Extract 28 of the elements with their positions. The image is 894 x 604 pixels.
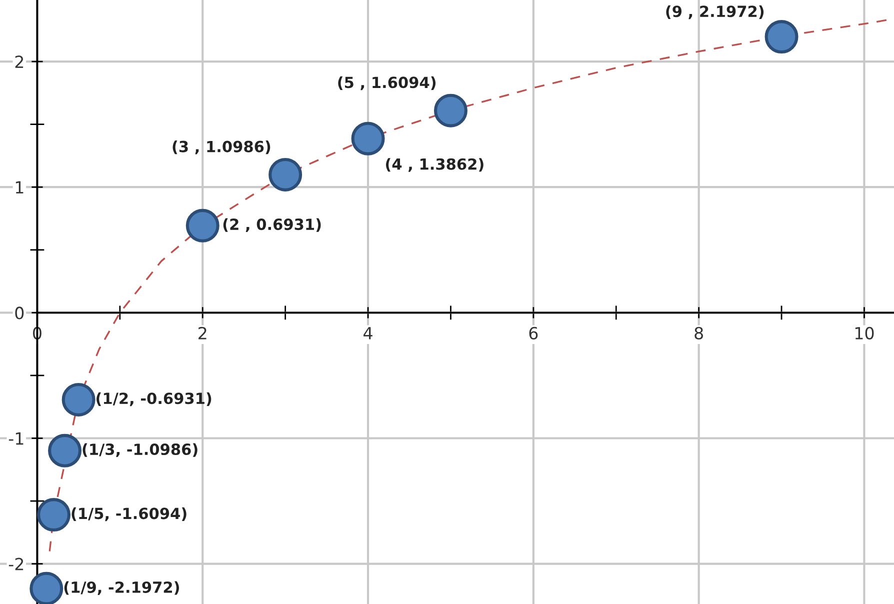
x-tick-label: 6 xyxy=(529,326,538,340)
annotation: (4 , 1.3862) xyxy=(386,158,484,172)
point xyxy=(434,94,468,128)
annotation: (9 , 2.1972) xyxy=(666,5,764,20)
x-tick-label: 10 xyxy=(855,326,874,340)
point xyxy=(186,208,220,242)
annotation: (5 , 1.6094) xyxy=(338,76,436,90)
point xyxy=(48,434,82,468)
point xyxy=(37,498,70,532)
annotation: (3 , 1.0986) xyxy=(172,140,270,154)
point xyxy=(62,382,96,416)
y-tick-label: 1 xyxy=(16,181,24,194)
annotation: (1/9, -2.1972) xyxy=(64,581,179,595)
x-tick-label: 4 xyxy=(364,327,372,340)
y-tick-label: -2 xyxy=(8,558,24,570)
x-tick-label: 2 xyxy=(198,326,206,340)
annotation: (1/5, -1.6094) xyxy=(72,507,186,522)
annotation: (1/2, -0.6931) xyxy=(96,392,212,406)
annotation: (2 , 0.6931) xyxy=(223,218,321,232)
y-tick-label: 0 xyxy=(15,306,24,320)
point xyxy=(764,20,798,54)
point xyxy=(30,572,64,604)
point xyxy=(351,122,385,156)
x-tick-label: 8 xyxy=(694,326,703,340)
y-tick-label: 2 xyxy=(15,55,24,68)
point xyxy=(268,158,302,192)
y-tick-label: -1 xyxy=(8,432,24,445)
annotation: (1/3, -1.0986) xyxy=(82,443,198,458)
